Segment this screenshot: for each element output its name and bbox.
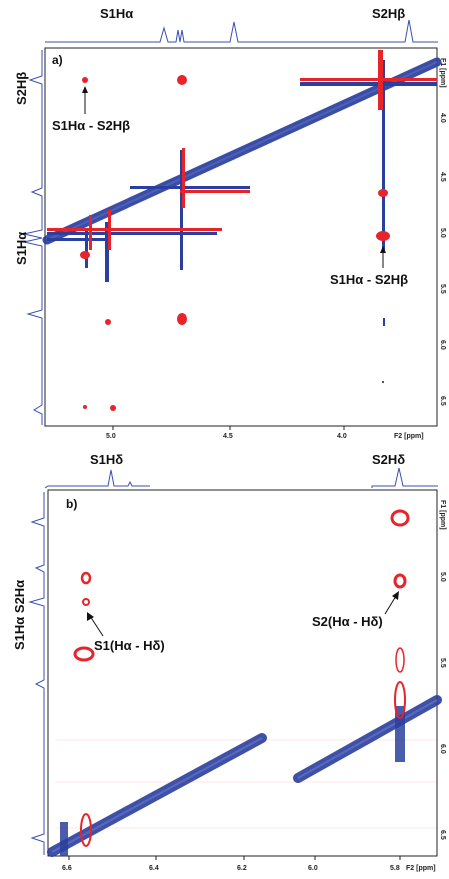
panel-b-x-tick: 6.0 xyxy=(308,865,318,872)
panel-b-top-projection xyxy=(45,468,438,488)
panel-b-arrow-1 xyxy=(90,616,103,636)
panel-a-y-tick: 5.5 xyxy=(439,284,446,294)
panel-a-cross-peak xyxy=(80,251,90,259)
panel-a-y-tick: 4.5 xyxy=(439,172,446,182)
panel-b-x-tick: 6.6 xyxy=(62,865,72,872)
panel-b-arrowhead-2 xyxy=(392,591,399,600)
panel-a-red-streak xyxy=(108,210,111,250)
panel-b-x-axis-label: F2 [ppm] xyxy=(406,865,436,872)
panel-b-y-tick: 6.0 xyxy=(439,744,446,754)
panel-a-left-label-1: S2Hβ xyxy=(14,72,29,105)
panel-b-cross-peak xyxy=(395,575,405,587)
panel-a-y-tick: 6.5 xyxy=(439,396,446,406)
panel-a-cross-peak xyxy=(83,405,87,409)
panel-a-cross-peak xyxy=(376,231,390,241)
panel-a-y-tick: 6.0 xyxy=(439,340,446,350)
panel-a-streak xyxy=(47,232,217,235)
panel-a-x-tick: 4.0 xyxy=(337,433,347,440)
panel-a-top-projection xyxy=(45,20,438,42)
panel-b-cross-peak xyxy=(396,648,404,672)
panel-a: S1Hα S2Hβ S2Hβ S1Hα a) xyxy=(14,6,446,440)
panel-b-x-tick: 6.2 xyxy=(237,865,247,872)
panel-a-red-streak xyxy=(300,78,437,81)
panel-a-arrowhead-1 xyxy=(82,86,88,93)
panel-b-annotation-1: S1(Hα - Hδ) xyxy=(94,638,165,653)
panel-a-x-tick: 4.5 xyxy=(223,433,233,440)
panel-a-y-ticks: F1 [ppm] 4.0 4.5 5.0 5.5 6.0 6.5 xyxy=(439,58,446,406)
panel-a-red-streak xyxy=(378,50,383,110)
panel-a-arrowhead-2 xyxy=(380,246,386,253)
panel-a-noise-dot xyxy=(382,381,384,383)
panel-a-annotation-1: S1Hα - S2Hβ xyxy=(52,118,130,133)
panel-a-top-label-1: S1Hα xyxy=(100,6,133,21)
panel-b-x-tick: 6.4 xyxy=(149,865,159,872)
panel-b-cross-peak xyxy=(392,511,408,525)
panel-b: S1Hδ S2Hδ S1Hα S2Hα b) S1(Hα - Hδ) xyxy=(12,452,446,872)
panel-b-arrow-2 xyxy=(385,596,396,614)
panel-a-streak xyxy=(300,82,437,86)
panel-a-red-streak xyxy=(89,215,92,250)
panel-a-y-axis-label: F1 [ppm] xyxy=(439,58,446,88)
panel-b-top-label-1: S1Hδ xyxy=(90,452,123,467)
panel-a-y-tick: 5.0 xyxy=(439,228,446,238)
panel-b-cross-peak xyxy=(75,648,93,660)
panel-b-frame xyxy=(48,490,437,856)
panel-a-cross-peak xyxy=(105,319,111,325)
panel-b-left-projection xyxy=(30,492,44,855)
panel-b-label: b) xyxy=(66,497,77,511)
panel-b-cross-peak xyxy=(82,573,90,583)
panel-a-streak xyxy=(130,186,250,189)
panel-b-y-tick: 5.0 xyxy=(439,572,446,582)
panel-b-streak xyxy=(60,822,68,856)
panel-a-streak xyxy=(47,238,107,241)
panel-b-x-ticks: 6.6 6.4 6.2 6.0 5.8 F2 [ppm] xyxy=(62,856,436,872)
panel-a-cross-peak xyxy=(82,77,88,83)
panel-a-streak xyxy=(85,228,88,268)
panel-a-annotation-2: S1Hα - S2Hβ xyxy=(330,272,408,287)
panel-a-red-streak xyxy=(180,190,250,193)
panel-a-red-streak xyxy=(182,148,185,208)
panel-b-y-axis-label: F1 [ppm] xyxy=(439,500,446,530)
panel-b-y-ticks: F1 [ppm] 5.0 5.5 6.0 6.5 xyxy=(439,500,446,840)
panel-a-x-tick: 5.0 xyxy=(106,433,116,440)
panel-a-x-ticks: 5.0 4.5 4.0 F2 [ppm] xyxy=(106,426,424,440)
panel-b-cross-peak xyxy=(83,599,89,605)
panel-a-x-axis-label: F2 [ppm] xyxy=(394,433,424,440)
panel-b-y-tick: 6.5 xyxy=(439,830,446,840)
panel-a-cross-peak-blue xyxy=(383,318,385,326)
panel-a-top-label-2: S2Hβ xyxy=(372,6,405,21)
panel-b-top-label-2: S2Hδ xyxy=(372,452,405,467)
panel-a-cross-peak xyxy=(378,189,388,197)
panel-b-annotation-2: S2(Hα - Hδ) xyxy=(312,614,383,629)
panel-b-left-label: S1Hα S2Hα xyxy=(12,580,27,650)
panel-a-cross-peak xyxy=(110,405,116,411)
panel-a-cross-peak xyxy=(177,75,187,85)
panel-a-y-tick: 4.0 xyxy=(439,113,446,123)
panel-b-x-tick: 5.8 xyxy=(390,865,400,872)
panel-a-left-label-2: S1Hα xyxy=(14,232,29,265)
panel-a-cross-peak xyxy=(177,313,187,325)
panel-a-label: a) xyxy=(52,53,63,67)
panel-b-y-tick: 5.5 xyxy=(439,658,446,668)
panel-a-red-streak xyxy=(47,228,222,231)
